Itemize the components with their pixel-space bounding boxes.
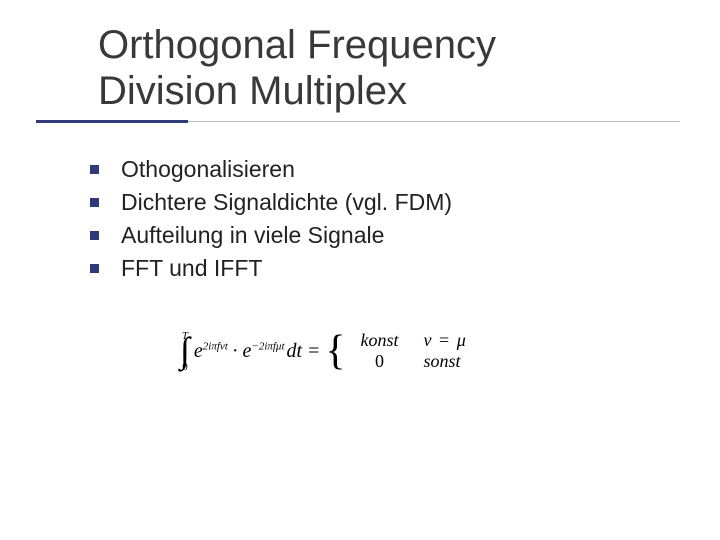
title-underline-thin xyxy=(188,121,680,122)
multiply-dot: · xyxy=(232,340,239,363)
exp-term-2: e−2iπfμt xyxy=(243,340,285,363)
case1-value: konst xyxy=(352,330,408,351)
dt: dt xyxy=(287,340,303,363)
case-row-1: konst ν = μ xyxy=(352,330,466,351)
bullet-icon xyxy=(90,231,99,240)
title-line-2: Division Multiplex xyxy=(98,69,407,113)
list-item: FFT und IFFT xyxy=(90,255,720,282)
bullet-text: Dichtere Signaldichte (vgl. FDM) xyxy=(121,189,452,216)
case2-condition: sonst xyxy=(424,351,461,372)
list-item: Aufteilung in viele Signale xyxy=(90,222,720,249)
integral-lower-limit: 0 xyxy=(182,361,188,373)
case-row-2: 0 sonst xyxy=(352,351,466,372)
nu: ν xyxy=(424,330,432,350)
slide: Orthogonal Frequency Division Multiplex … xyxy=(0,0,720,540)
case1-condition: ν = μ xyxy=(424,330,466,351)
title-line-1: Orthogonal Frequency xyxy=(98,23,496,67)
mu: μ xyxy=(457,330,466,350)
bullet-icon xyxy=(90,198,99,207)
title-underline-accent xyxy=(36,120,188,123)
slide-title: Orthogonal Frequency Division Multiplex xyxy=(98,22,720,114)
bullet-icon xyxy=(90,264,99,273)
bullet-text: FFT und IFFT xyxy=(121,255,262,282)
exp-superscript-1: 2iπfνt xyxy=(203,340,228,352)
cases: konst ν = μ 0 sonst xyxy=(352,330,466,372)
bullet-icon xyxy=(90,165,99,174)
exp-superscript-2: −2iπfμt xyxy=(251,340,284,352)
bullet-list: Othogonalisieren Dichtere Signaldichte (… xyxy=(90,156,720,282)
bullet-text: Aufteilung in viele Signale xyxy=(121,222,384,249)
bullet-text: Othogonalisieren xyxy=(121,156,295,183)
equals-sign: = xyxy=(308,340,319,363)
eq-op: = xyxy=(439,330,449,350)
case2-value: 0 xyxy=(352,351,408,372)
exp-term-1: e2iπfνt xyxy=(194,340,228,363)
integral-symbol: T ∫ 0 xyxy=(180,330,190,373)
list-item: Othogonalisieren xyxy=(90,156,720,183)
left-brace: { xyxy=(325,337,345,366)
formula: T ∫ 0 e2iπfνt · e−2iπfμt dt = { konst ν … xyxy=(180,330,720,373)
list-item: Dichtere Signaldichte (vgl. FDM) xyxy=(90,189,720,216)
exp-base-1: e xyxy=(194,340,203,362)
